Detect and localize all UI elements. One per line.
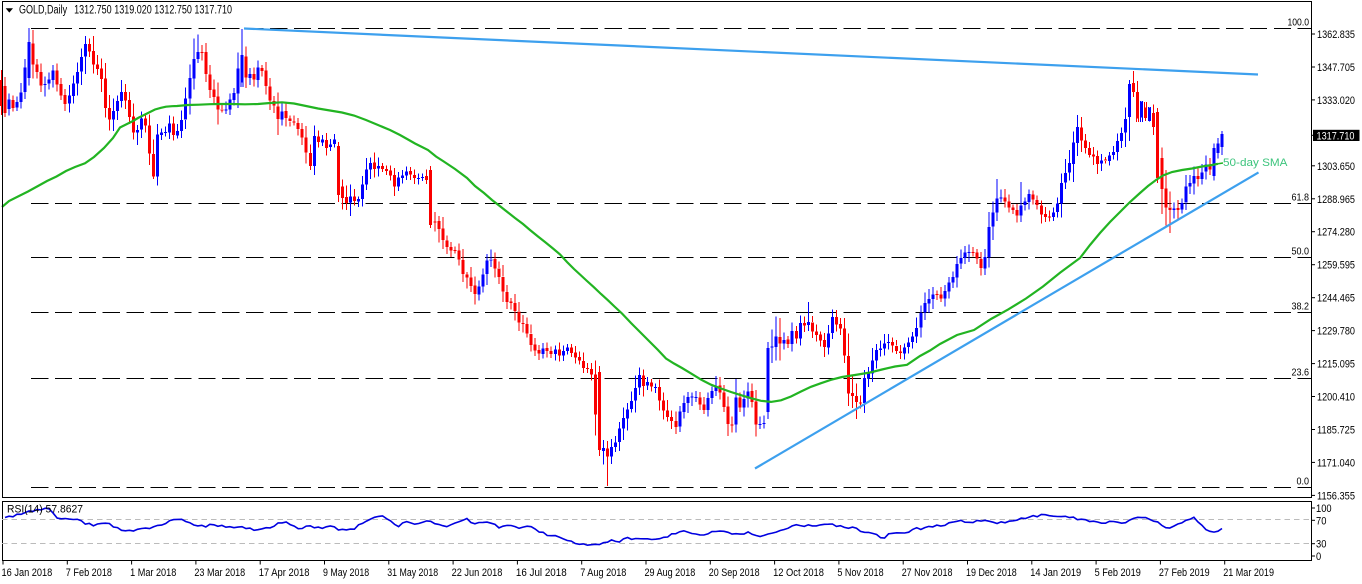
svg-text:1303.650: 1303.650 bbox=[1317, 161, 1355, 173]
svg-text:100.0: 100.0 bbox=[1288, 17, 1310, 29]
svg-text:1333.020: 1333.020 bbox=[1317, 95, 1355, 107]
svg-text:7 Feb 2018: 7 Feb 2018 bbox=[66, 567, 112, 579]
svg-text:1347.705: 1347.705 bbox=[1317, 62, 1355, 74]
svg-text:5 Nov 2018: 5 Nov 2018 bbox=[837, 567, 883, 579]
svg-text:1274.280: 1274.280 bbox=[1317, 227, 1355, 239]
svg-text:7 Aug 2018: 7 Aug 2018 bbox=[580, 567, 626, 579]
svg-text:70: 70 bbox=[1316, 515, 1326, 527]
svg-text:0: 0 bbox=[1316, 551, 1321, 563]
svg-text:1288.965: 1288.965 bbox=[1317, 194, 1355, 206]
svg-text:1362.835: 1362.835 bbox=[1317, 29, 1355, 41]
svg-text:1156.355: 1156.355 bbox=[1317, 490, 1355, 502]
svg-text:0.0: 0.0 bbox=[1297, 476, 1310, 488]
svg-text:21 Mar 2019: 21 Mar 2019 bbox=[1223, 567, 1274, 579]
svg-text:27 Nov 2018: 27 Nov 2018 bbox=[902, 567, 953, 579]
svg-text:38.2: 38.2 bbox=[1292, 301, 1310, 313]
svg-text:29 Aug 2018: 29 Aug 2018 bbox=[645, 567, 696, 579]
svg-text:17 Apr 2018: 17 Apr 2018 bbox=[259, 567, 310, 579]
svg-text:GOLD,Daily 1312.750 1319.020: GOLD,Daily 1312.750 1319.020 1312.750 13… bbox=[19, 5, 232, 17]
svg-text:31 May 2018: 31 May 2018 bbox=[387, 567, 438, 579]
svg-text:1317.710: 1317.710 bbox=[1317, 131, 1355, 143]
svg-text:27 Feb 2019: 27 Feb 2019 bbox=[1159, 567, 1210, 579]
svg-text:1215.095: 1215.095 bbox=[1317, 359, 1355, 371]
svg-text:RSI(14) 57.8627: RSI(14) 57.8627 bbox=[7, 504, 83, 516]
svg-text:5 Feb 2019: 5 Feb 2019 bbox=[1095, 567, 1141, 579]
svg-text:50.0: 50.0 bbox=[1292, 246, 1310, 258]
svg-text:1229.780: 1229.780 bbox=[1317, 326, 1355, 338]
svg-text:1171.040: 1171.040 bbox=[1317, 457, 1355, 469]
svg-text:1259.595: 1259.595 bbox=[1317, 260, 1355, 272]
svg-text:23 Mar 2018: 23 Mar 2018 bbox=[194, 567, 245, 579]
svg-text:14 Jan 2019: 14 Jan 2019 bbox=[1030, 567, 1081, 579]
svg-text:16 Jan 2018: 16 Jan 2018 bbox=[2, 567, 53, 579]
svg-text:1200.410: 1200.410 bbox=[1317, 392, 1355, 404]
svg-text:23.6: 23.6 bbox=[1292, 367, 1310, 379]
svg-text:61.8: 61.8 bbox=[1292, 192, 1310, 204]
svg-text:22 Jun 2018: 22 Jun 2018 bbox=[452, 567, 503, 579]
svg-text:30: 30 bbox=[1316, 539, 1326, 551]
svg-text:1 Mar 2018: 1 Mar 2018 bbox=[130, 567, 176, 579]
svg-text:100: 100 bbox=[1316, 503, 1332, 515]
svg-text:1244.465: 1244.465 bbox=[1317, 293, 1355, 305]
svg-text:20 Sep 2018: 20 Sep 2018 bbox=[709, 567, 760, 579]
svg-text:50-day SMA: 50-day SMA bbox=[1223, 157, 1288, 169]
svg-text:12 Oct 2018: 12 Oct 2018 bbox=[773, 567, 824, 579]
svg-text:1185.725: 1185.725 bbox=[1317, 425, 1355, 437]
svg-text:19 Dec 2018: 19 Dec 2018 bbox=[966, 567, 1017, 579]
svg-text:9 May 2018: 9 May 2018 bbox=[323, 567, 369, 579]
svg-text:16 Jul 2018: 16 Jul 2018 bbox=[516, 567, 567, 579]
